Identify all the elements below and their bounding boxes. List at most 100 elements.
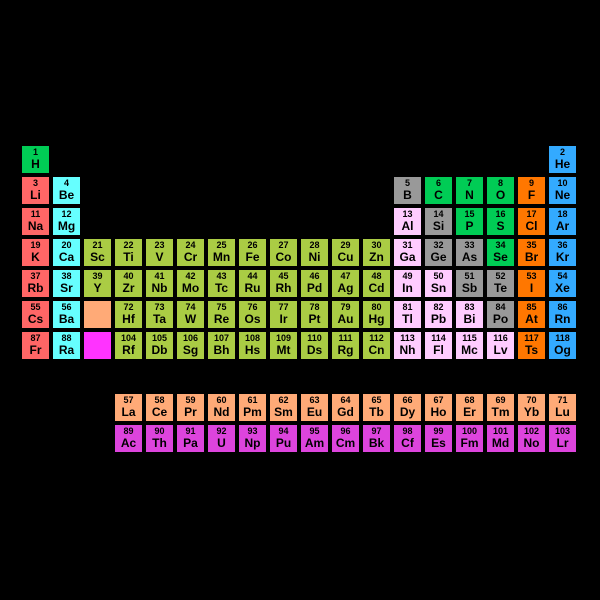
element-Cf: 98Cf	[393, 424, 422, 453]
element-symbol: I	[518, 281, 545, 294]
atomic-number: 53	[518, 270, 545, 281]
element-Hf: 72Hf	[114, 300, 143, 329]
element-symbol: Fm	[456, 436, 483, 449]
element-Pm: 61Pm	[238, 393, 267, 422]
atomic-number: 31	[394, 239, 421, 250]
element-Al: 13Al	[393, 207, 422, 236]
atomic-number: 30	[363, 239, 390, 250]
element-symbol: Tl	[394, 312, 421, 325]
element-Cd: 48Cd	[362, 269, 391, 298]
element-Fl: 114Fl	[424, 331, 453, 360]
element-Zr: 40Zr	[114, 269, 143, 298]
element-symbol: Bh	[208, 343, 235, 356]
element-symbol: Cu	[332, 250, 359, 263]
element-symbol: Se	[487, 250, 514, 263]
element-symbol: Ir	[270, 312, 297, 325]
atomic-number: 104	[115, 332, 142, 343]
element-symbol: Fl	[425, 343, 452, 356]
element-N: 7N	[455, 176, 484, 205]
element-Tc: 43Tc	[207, 269, 236, 298]
element-symbol: Ga	[394, 250, 421, 263]
element-Cu: 29Cu	[331, 238, 360, 267]
atomic-number: 68	[456, 394, 483, 405]
element-symbol: Hs	[239, 343, 266, 356]
placeholder-cell	[83, 331, 112, 360]
atomic-number: 14	[425, 208, 452, 219]
atomic-number: 3	[22, 177, 49, 188]
element-F: 9F	[517, 176, 546, 205]
atomic-number: 110	[301, 332, 328, 343]
element-symbol: Nd	[208, 405, 235, 418]
element-symbol: Cn	[363, 343, 390, 356]
atomic-number: 108	[239, 332, 266, 343]
element-Mg: 12Mg	[52, 207, 81, 236]
element-symbol: Y	[84, 281, 111, 294]
element-symbol: Al	[394, 219, 421, 232]
element-symbol: Ac	[115, 436, 142, 449]
element-symbol: Cd	[363, 281, 390, 294]
atomic-number: 111	[332, 332, 359, 343]
element-Si: 14Si	[424, 207, 453, 236]
element-symbol: Bk	[363, 436, 390, 449]
element-La: 57La	[114, 393, 143, 422]
element-symbol: Np	[239, 436, 266, 449]
element-symbol: N	[456, 188, 483, 201]
atomic-number: 90	[146, 425, 173, 436]
atomic-number: 115	[456, 332, 483, 343]
element-Tm: 69Tm	[486, 393, 515, 422]
element-Eu: 63Eu	[300, 393, 329, 422]
atomic-number: 75	[208, 301, 235, 312]
element-symbol: U	[208, 436, 235, 449]
element-symbol: Li	[22, 188, 49, 201]
element-Re: 75Re	[207, 300, 236, 329]
element-symbol: Mt	[270, 343, 297, 356]
atomic-number: 35	[518, 239, 545, 250]
element-Ni: 28Ni	[300, 238, 329, 267]
element-symbol: Os	[239, 312, 266, 325]
element-I: 53I	[517, 269, 546, 298]
atomic-number: 118	[549, 332, 576, 343]
element-Gd: 64Gd	[331, 393, 360, 422]
atomic-number: 117	[518, 332, 545, 343]
atomic-number: 20	[53, 239, 80, 250]
element-symbol: Be	[53, 188, 80, 201]
element-Pr: 59Pr	[176, 393, 205, 422]
element-Te: 52Te	[486, 269, 515, 298]
element-symbol: Lu	[549, 405, 576, 418]
element-Lv: 116Lv	[486, 331, 515, 360]
element-Bh: 107Bh	[207, 331, 236, 360]
element-Co: 27Co	[269, 238, 298, 267]
atomic-number: 9	[518, 177, 545, 188]
atomic-number: 4	[53, 177, 80, 188]
atomic-number: 43	[208, 270, 235, 281]
element-Ga: 31Ga	[393, 238, 422, 267]
atomic-number: 85	[518, 301, 545, 312]
element-symbol: Db	[146, 343, 173, 356]
element-Ag: 47Ag	[331, 269, 360, 298]
atomic-number: 29	[332, 239, 359, 250]
element-symbol: Ru	[239, 281, 266, 294]
element-Tb: 65Tb	[362, 393, 391, 422]
element-In: 49In	[393, 269, 422, 298]
element-Ne: 10Ne	[548, 176, 577, 205]
element-As: 33As	[455, 238, 484, 267]
atomic-number: 11	[22, 208, 49, 219]
element-Sr: 38Sr	[52, 269, 81, 298]
element-Lu: 71Lu	[548, 393, 577, 422]
element-Y: 39Y	[83, 269, 112, 298]
element-symbol: Cf	[394, 436, 421, 449]
element-No: 102No	[517, 424, 546, 453]
element-Kr: 36Kr	[548, 238, 577, 267]
element-Na: 11Na	[21, 207, 50, 236]
atomic-number: 37	[22, 270, 49, 281]
atomic-number: 69	[487, 394, 514, 405]
element-Rn: 86Rn	[548, 300, 577, 329]
atomic-number: 89	[115, 425, 142, 436]
element-P: 15P	[455, 207, 484, 236]
element-symbol: Pb	[425, 312, 452, 325]
atomic-number: 87	[22, 332, 49, 343]
atomic-number: 73	[146, 301, 173, 312]
atomic-number: 99	[425, 425, 452, 436]
atomic-number: 66	[394, 394, 421, 405]
atomic-number: 40	[115, 270, 142, 281]
